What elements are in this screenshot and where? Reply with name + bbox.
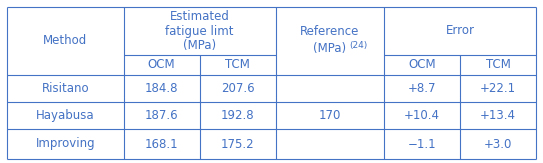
Text: +10.4: +10.4 (404, 109, 440, 122)
Text: TCM: TCM (225, 59, 250, 72)
Text: 207.6: 207.6 (221, 82, 255, 95)
Text: −1.1: −1.1 (408, 138, 436, 150)
Text: Hayabusa: Hayabusa (36, 109, 94, 122)
Text: Reference
(MPa): Reference (MPa) (300, 25, 359, 55)
Text: 184.8: 184.8 (145, 82, 179, 95)
Text: 175.2: 175.2 (221, 138, 255, 150)
Text: Risitano: Risitano (41, 82, 89, 95)
Text: Improving: Improving (35, 138, 95, 150)
Text: OCM: OCM (408, 59, 435, 72)
Text: 192.8: 192.8 (221, 109, 255, 122)
Text: 187.6: 187.6 (145, 109, 179, 122)
Text: OCM: OCM (148, 59, 175, 72)
Text: TCM: TCM (485, 59, 510, 72)
Text: +8.7: +8.7 (408, 82, 436, 95)
Text: Method: Method (43, 35, 87, 47)
Text: 170: 170 (319, 109, 341, 122)
Text: (24): (24) (349, 41, 367, 50)
Text: +22.1: +22.1 (480, 82, 516, 95)
Text: +13.4: +13.4 (480, 109, 516, 122)
Text: Error: Error (445, 24, 475, 37)
Text: Estimated
fatigue limt
(MPa): Estimated fatigue limt (MPa) (166, 9, 234, 52)
Text: 168.1: 168.1 (145, 138, 179, 150)
Text: +3.0: +3.0 (484, 138, 512, 150)
